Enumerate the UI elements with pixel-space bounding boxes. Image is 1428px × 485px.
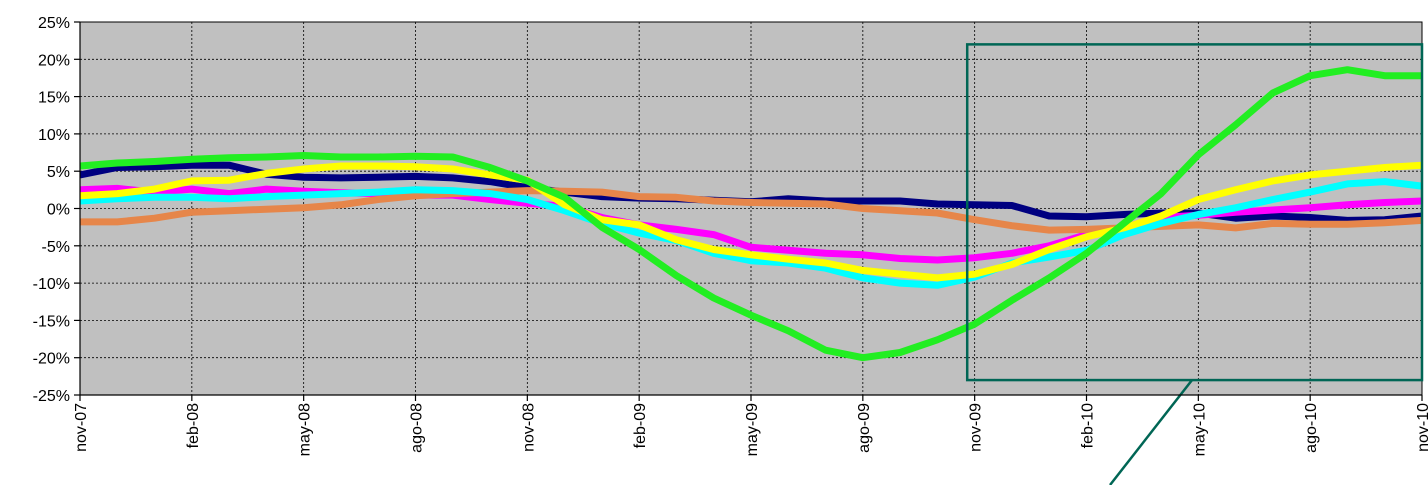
- x-tick-label: feb-08: [185, 403, 202, 448]
- x-tick-label: feb-09: [632, 403, 649, 448]
- y-tick-label: 15%: [38, 90, 70, 107]
- series-line-5: [79, 161, 1423, 282]
- x-tick-label: ago-08: [409, 403, 426, 453]
- y-tick-label: 5%: [47, 164, 70, 181]
- y-tick-label: 25%: [38, 15, 70, 32]
- y-tick-label: 0%: [47, 202, 70, 219]
- x-tick-label: may-10: [1191, 403, 1208, 456]
- x-tick-label: nov-10: [1415, 403, 1428, 452]
- y-tick-label: 10%: [38, 127, 70, 144]
- x-tick-label: may-09: [744, 403, 761, 456]
- series-group: [79, 66, 1423, 362]
- x-tick-label: ago-10: [1303, 403, 1320, 453]
- x-tick-label: nov-07: [73, 403, 90, 452]
- y-tick-label: -25%: [33, 388, 70, 405]
- y-tick-label: -20%: [33, 351, 70, 368]
- annotation-group: [965, 43, 1424, 485]
- x-tick-label: nov-09: [968, 403, 985, 452]
- series-line-6: [79, 66, 1422, 362]
- x-tick-label: feb-10: [1080, 403, 1097, 448]
- series-line-3: [80, 187, 1423, 234]
- x-tick-label: nov-08: [520, 403, 537, 452]
- y-tick-label: -15%: [33, 313, 70, 330]
- y-tick-label: -10%: [33, 276, 70, 293]
- highlight-box: [965, 43, 1424, 382]
- y-tick-label: -5%: [42, 239, 70, 256]
- series-line-4: [79, 178, 1423, 289]
- y-tick-label: 20%: [38, 52, 70, 69]
- axes: 25%20%15%10%5%0%-5%-10%-15%-20%-25%nov-0…: [33, 15, 1428, 456]
- x-tick-label: ago-09: [856, 403, 873, 453]
- callout-line: [1109, 379, 1193, 485]
- x-tick-label: may-08: [297, 403, 314, 456]
